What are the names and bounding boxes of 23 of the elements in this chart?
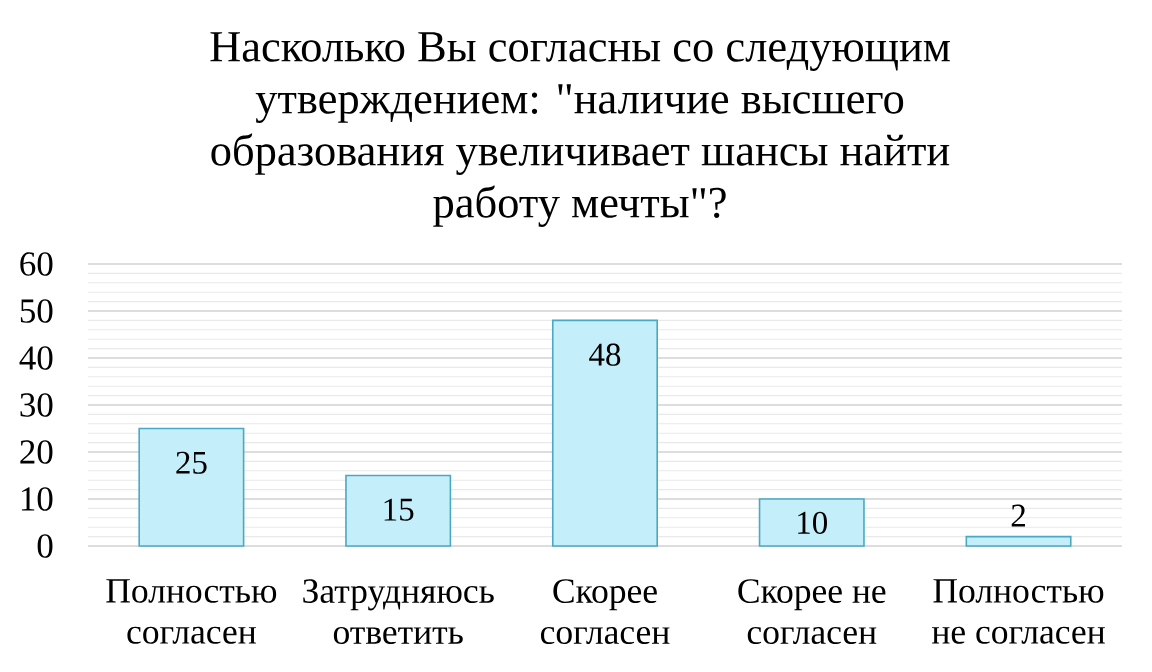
x-tick-label: Затрудняюсь ответить xyxy=(303,579,494,645)
y-tick-label: 50 xyxy=(20,299,53,323)
bar xyxy=(758,498,865,547)
y-tick-label: 20 xyxy=(20,440,53,464)
data-label: 48 xyxy=(589,343,621,366)
bar xyxy=(345,474,452,547)
x-tick-label: Скорее не согласен xyxy=(738,579,886,645)
bar xyxy=(138,427,245,547)
data-label: 25 xyxy=(176,451,207,474)
x-tick-label: Скорее согласен xyxy=(540,579,670,645)
data-label: 15 xyxy=(384,498,414,521)
data-label: 2 xyxy=(1011,504,1025,527)
x-tick-label: Полностью согласен xyxy=(106,579,277,644)
y-tick-label: 30 xyxy=(20,393,53,417)
bar xyxy=(551,319,658,547)
y-tick-label: 40 xyxy=(19,346,53,370)
y-tick-label: 0 xyxy=(37,534,53,558)
x-tick-label: Полностью не согласен xyxy=(932,579,1105,644)
y-tick-label: 60 xyxy=(20,252,53,276)
chart-title: Насколько Вы согласны со следующим утверждением: "наличие высшего образования увеличивает шансы найти работу мечты"? xyxy=(210,32,950,227)
y-tick-label: 10 xyxy=(21,487,53,511)
bar xyxy=(965,535,1072,547)
data-label: 10 xyxy=(798,511,827,534)
